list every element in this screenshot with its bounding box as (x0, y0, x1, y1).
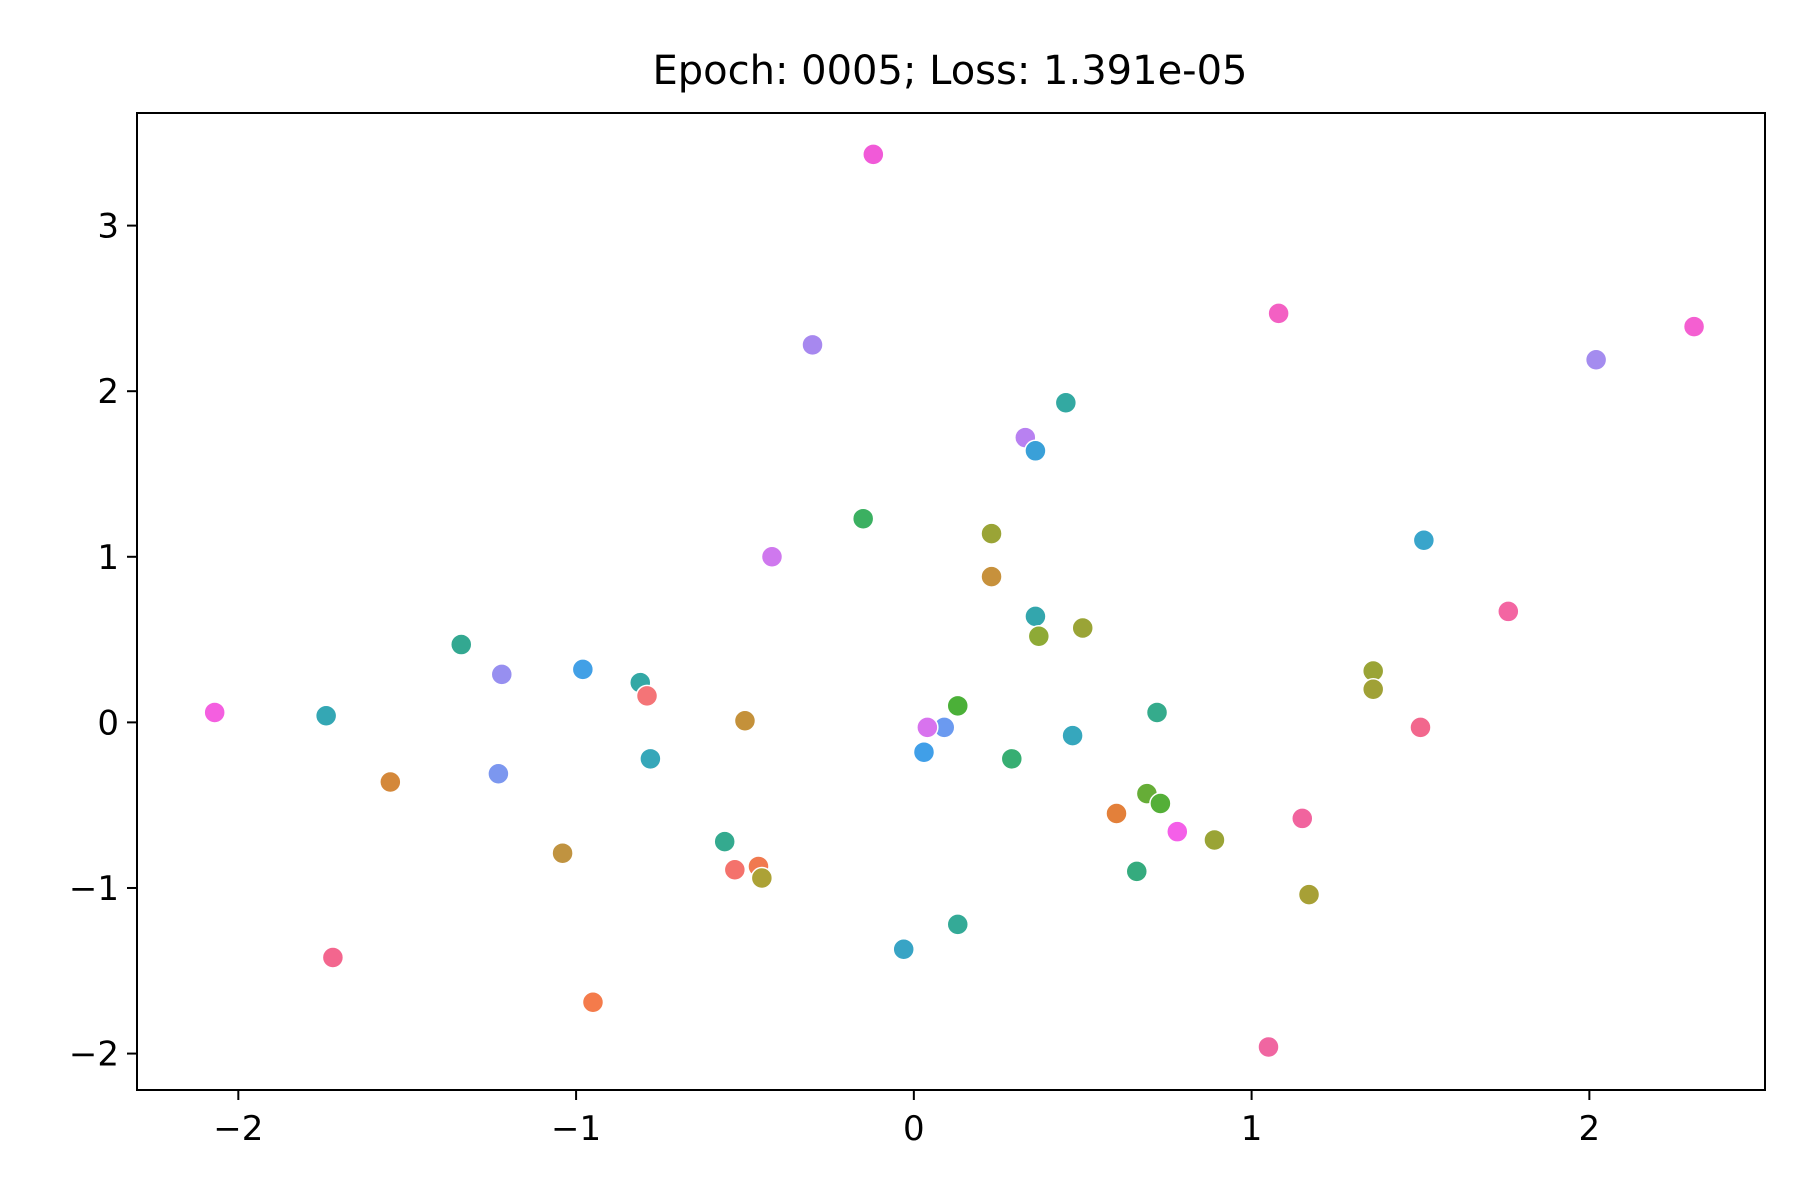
y-tick-label: 3 (97, 207, 119, 247)
chart-title: Epoch: 0005; Loss: 1.391e-05 (652, 48, 1247, 94)
data-point (980, 565, 1003, 588)
data-point (379, 770, 402, 794)
data-points (203, 143, 1706, 1059)
y-tick-label: 0 (97, 703, 119, 743)
data-point (551, 841, 574, 865)
data-point (1125, 860, 1149, 883)
y-axis: −2 −1 0 1 2 3 (69, 207, 137, 1075)
data-point (449, 633, 473, 656)
data-point (1149, 792, 1172, 815)
data-point (1203, 828, 1226, 852)
data-point (1000, 747, 1024, 771)
plot-frame (136, 112, 1766, 1091)
data-point (490, 663, 514, 686)
x-tick-label: 0 (903, 1109, 925, 1149)
data-point (750, 866, 774, 890)
y-tick-label: 1 (97, 538, 119, 578)
data-point (801, 333, 824, 357)
data-point (1145, 701, 1169, 724)
data-point (1267, 302, 1290, 325)
x-tick-label: −2 (213, 1109, 263, 1149)
data-point (1061, 724, 1084, 747)
y-tick-label: 2 (97, 372, 119, 412)
data-point (321, 946, 345, 969)
data-point (1024, 605, 1047, 628)
data-point (1166, 820, 1189, 843)
y-tick-label: −2 (69, 1035, 119, 1075)
data-point (314, 704, 338, 728)
data-point (723, 858, 747, 882)
data-point (203, 701, 226, 724)
data-point (862, 143, 885, 166)
data-point (639, 747, 662, 771)
data-point (1027, 625, 1051, 648)
x-tick-label: −1 (551, 1109, 601, 1149)
data-point (946, 694, 970, 718)
data-point (1682, 315, 1706, 338)
data-point (851, 507, 875, 530)
data-point (1257, 1035, 1280, 1059)
data-point (1105, 802, 1128, 825)
x-tick-label: 1 (1241, 1109, 1263, 1149)
data-point (1054, 391, 1078, 415)
data-point (1024, 439, 1047, 463)
data-point (916, 716, 939, 739)
data-point (581, 990, 605, 1014)
data-point (487, 762, 510, 785)
data-point (980, 522, 1003, 545)
data-point (760, 545, 784, 569)
data-point (1297, 883, 1321, 906)
data-point (1584, 348, 1608, 371)
data-point (946, 913, 970, 936)
data-point (892, 937, 915, 961)
data-point (1361, 678, 1385, 701)
data-point (1409, 716, 1432, 739)
data-point (635, 684, 659, 708)
data-point (912, 740, 936, 764)
data-point (733, 709, 757, 732)
data-point (1071, 616, 1094, 640)
x-axis: −2 −1 0 1 2 (213, 1090, 1600, 1149)
data-point (571, 658, 595, 681)
data-point (1497, 600, 1520, 623)
x-tick-label: 2 (1579, 1109, 1601, 1149)
data-point (1412, 528, 1436, 552)
y-tick-label: −1 (69, 869, 119, 909)
data-point (1291, 807, 1314, 830)
data-point (713, 830, 736, 853)
